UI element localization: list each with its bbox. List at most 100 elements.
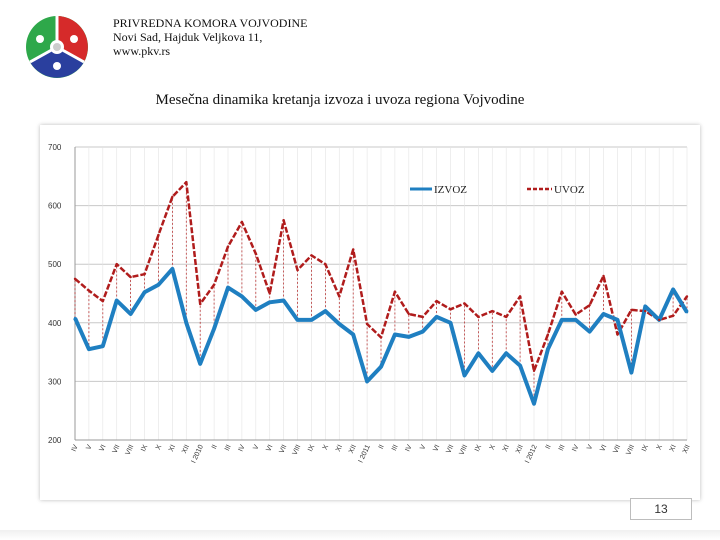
izvoz-point — [87, 347, 91, 351]
uvoz-point — [407, 312, 411, 316]
uvoz-point — [657, 318, 661, 322]
x-tick-label: V — [252, 444, 260, 451]
uvoz-point — [602, 274, 605, 278]
uvoz-point — [115, 263, 118, 266]
x-tick-label: IV — [404, 444, 413, 453]
organization-name: PRIVREDNA KOMORA VOJVODINE — [113, 16, 308, 30]
uvoz-point — [393, 290, 397, 293]
x-tick-label: XII — [181, 444, 191, 455]
x-tick-label: X — [489, 444, 497, 451]
izvoz-point — [546, 347, 550, 351]
uvoz-point — [240, 220, 244, 224]
x-tick-label: VI — [265, 444, 274, 453]
x-tick-label: VII — [612, 444, 622, 455]
izvoz-point — [491, 369, 494, 373]
x-tick-label: IX — [641, 444, 650, 453]
izvoz-point — [254, 308, 258, 312]
izvoz-point — [198, 362, 202, 366]
uvoz-point — [129, 275, 132, 279]
uvoz-point — [491, 309, 494, 313]
x-tick-label: XII — [682, 444, 692, 455]
footer-strip — [0, 530, 720, 540]
uvoz-point — [198, 302, 202, 306]
uvoz-point — [671, 314, 675, 317]
uvoz-point — [310, 254, 313, 257]
uvoz-point — [560, 290, 564, 293]
x-tick-label: XI — [168, 444, 177, 453]
organization-info: PRIVREDNA KOMORA VOJVODINE Novi Sad, Haj… — [113, 16, 307, 58]
izvoz-point — [449, 321, 452, 324]
logo-wheel-icon — [26, 16, 88, 78]
uvoz-point — [546, 333, 550, 336]
x-tick-label: XII — [348, 444, 358, 455]
x-tick-label: XI — [335, 444, 344, 453]
izvoz-point — [574, 318, 577, 322]
x-tick-label: IV — [571, 444, 580, 453]
y-tick-label: 700 — [48, 143, 62, 152]
uvoz-point — [143, 272, 146, 276]
izvoz-point — [268, 301, 271, 304]
organization-address: Novi Sad, Hajduk Veljkova 11, — [113, 30, 263, 44]
izvoz-point — [477, 352, 480, 355]
uvoz-point — [254, 252, 258, 255]
uvoz-point — [73, 277, 77, 281]
organization-logo — [22, 14, 92, 80]
uvoz-point — [379, 336, 383, 339]
izvoz-point — [310, 318, 313, 322]
izvoz-point — [518, 364, 522, 367]
x-tick-label: I 2012 — [524, 444, 539, 465]
organization-website: www.pkv.rs — [113, 44, 171, 58]
izvoz-point — [421, 330, 424, 333]
uvoz-point — [630, 308, 633, 312]
izvoz-point — [226, 286, 230, 289]
x-tick-label: V — [419, 444, 427, 451]
izvoz-point — [282, 299, 285, 302]
x-tick-label: VII — [445, 444, 455, 455]
izvoz-point — [630, 371, 633, 374]
x-tick-label: XI — [669, 444, 678, 453]
page-number: 13 — [630, 498, 692, 520]
x-tick-label: III — [391, 444, 400, 452]
x-tick-label: VII — [278, 444, 288, 455]
uvoz-point — [296, 268, 299, 272]
uvoz-point — [268, 292, 271, 295]
uvoz-point — [212, 283, 216, 286]
x-tick-label: X — [155, 444, 163, 451]
uvoz-point — [282, 219, 285, 222]
uvoz-point — [226, 245, 230, 248]
izvoz-point — [143, 291, 146, 294]
uvoz-point — [324, 263, 327, 266]
y-tick-label: 400 — [48, 319, 62, 328]
x-tick-label: VIII — [125, 444, 136, 457]
izvoz-point — [212, 327, 216, 330]
izvoz-point — [560, 318, 564, 322]
x-tick-label: VI — [432, 444, 441, 453]
uvoz-point — [171, 195, 174, 199]
uvoz-point — [87, 289, 91, 292]
izvoz-point — [407, 335, 411, 339]
uvoz-point — [338, 295, 341, 298]
izvoz-point — [296, 318, 299, 322]
izvoz-point — [616, 318, 619, 322]
izvoz-point — [157, 283, 160, 286]
uvoz-point — [574, 313, 577, 316]
legend-izvoz-label: IZVOZ — [434, 184, 467, 196]
chart-area: 200 300 400 500 600 700 IV V VI VII VIII IX X XI XII I … — [40, 125, 700, 500]
legend-uvoz-label: UVOZ — [554, 184, 585, 196]
x-tick-label: VI — [599, 444, 608, 453]
x-tick-label: I 2010 — [190, 444, 205, 465]
x-tick-label: V — [586, 444, 594, 451]
x-tick-label: III — [224, 444, 233, 452]
x-tick-label: IV — [238, 444, 247, 453]
izvoz-point — [532, 402, 536, 405]
x-tick-label: III — [558, 444, 567, 452]
uvoz-point — [532, 369, 536, 373]
x-tick-label: VII — [112, 444, 122, 455]
uvoz-point — [157, 233, 160, 237]
izvoz-point — [324, 309, 327, 313]
x-tick-label: IX — [474, 444, 483, 453]
uvoz-point — [685, 295, 689, 298]
x-tick-label: IX — [307, 444, 316, 453]
izvoz-point — [365, 380, 369, 383]
